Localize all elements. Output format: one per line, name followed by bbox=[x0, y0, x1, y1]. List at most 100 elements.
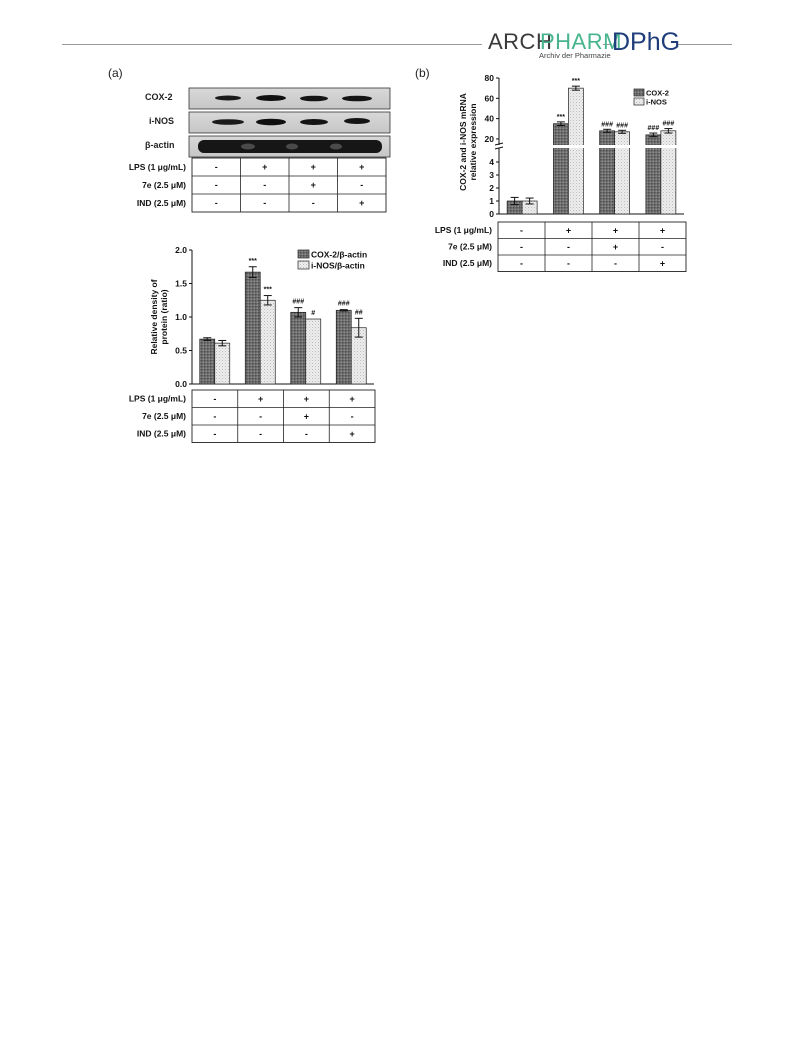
condition-label: IND (2.5 μM) bbox=[443, 258, 492, 268]
bar bbox=[553, 123, 569, 215]
axis-break-gap bbox=[493, 145, 684, 148]
condition-value: + bbox=[660, 258, 665, 268]
blot-strip-cox2 bbox=[188, 87, 391, 110]
bar bbox=[660, 130, 677, 215]
condition-value: - bbox=[661, 242, 664, 252]
blot-band bbox=[342, 95, 372, 102]
condition-value: - bbox=[614, 258, 617, 268]
condition-label: LPS (1 μg/mL) bbox=[129, 162, 186, 172]
blot-band bbox=[300, 119, 328, 125]
legend-label: COX-2 bbox=[646, 89, 669, 98]
blot-label-cox2: COX-2 bbox=[145, 92, 173, 102]
condition-value: - bbox=[213, 429, 216, 439]
blot-label-bactin: β-actin bbox=[145, 140, 175, 150]
blot-band bbox=[241, 143, 255, 150]
condition-value: - bbox=[567, 258, 570, 268]
legend-label: COX-2/β-actin bbox=[311, 250, 367, 260]
significance-marker: # bbox=[311, 310, 315, 317]
significance-marker: *** bbox=[572, 78, 580, 85]
significance-marker: ### bbox=[648, 125, 660, 132]
condition-label: 7e (2.5 μM) bbox=[142, 411, 186, 421]
legend-label: i-NOS bbox=[646, 98, 667, 107]
y-tick-label: 2.0 bbox=[175, 245, 187, 255]
blot-label-inos: i-NOS bbox=[149, 116, 175, 126]
condition-value: - bbox=[520, 225, 523, 235]
journal-logo-subtitle: Archiv der Pharmazie bbox=[539, 51, 611, 60]
y-tick-label: 3 bbox=[489, 170, 494, 180]
y-axis-label: COX-2 and i-NOS mRNArelative expression bbox=[458, 93, 478, 191]
y-tick-label: 2 bbox=[489, 183, 494, 193]
condition-value: - bbox=[263, 180, 266, 190]
condition-value: + bbox=[304, 394, 309, 404]
bar bbox=[305, 318, 322, 385]
society-logo-dphg: DPhG bbox=[612, 28, 681, 56]
condition-label: LPS (1 μg/mL) bbox=[435, 225, 492, 235]
significance-marker: *** bbox=[557, 114, 565, 121]
condition-label: LPS (1 μg/mL) bbox=[129, 394, 186, 404]
legend-swatch bbox=[633, 97, 645, 106]
condition-value: - bbox=[213, 411, 216, 421]
significance-marker: ### bbox=[601, 121, 613, 128]
condition-value: + bbox=[359, 162, 364, 172]
condition-value: + bbox=[613, 242, 618, 252]
condition-value: - bbox=[215, 180, 218, 190]
condition-value: + bbox=[359, 198, 364, 208]
legend-label: i-NOS/β-actin bbox=[311, 261, 365, 271]
condition-value: + bbox=[566, 225, 571, 235]
axis-break-mark bbox=[494, 142, 504, 146]
blot-band bbox=[344, 118, 370, 124]
condition-value: + bbox=[613, 225, 618, 235]
condition-value: + bbox=[311, 162, 316, 172]
blot-band bbox=[212, 119, 244, 125]
condition-label: IND (2.5 μM) bbox=[137, 198, 186, 208]
y-axis-label: Relative density ofprotein (ratio) bbox=[149, 279, 169, 354]
condition-value: - bbox=[215, 198, 218, 208]
blot-band bbox=[330, 143, 342, 150]
condition-label: 7e (2.5 μM) bbox=[448, 242, 492, 252]
blot-band bbox=[300, 95, 328, 102]
y-tick-label: 0.0 bbox=[175, 379, 187, 389]
condition-value: - bbox=[259, 429, 262, 439]
y-tick-label: 4 bbox=[489, 157, 494, 167]
blot-band bbox=[215, 95, 241, 101]
significance-marker: ### bbox=[338, 301, 350, 308]
condition-value: - bbox=[213, 394, 216, 404]
legend-swatch bbox=[633, 88, 645, 97]
condition-value: - bbox=[567, 242, 570, 252]
condition-value: + bbox=[311, 180, 316, 190]
condition-value: + bbox=[258, 394, 263, 404]
y-tick-label: 0.5 bbox=[175, 346, 187, 356]
header-rule-left bbox=[62, 44, 482, 45]
journal-logo-pharm: PHARM bbox=[540, 29, 622, 54]
significance-marker: ### bbox=[292, 299, 304, 306]
condition-value: - bbox=[351, 411, 354, 421]
significance-marker: ### bbox=[663, 121, 675, 128]
y-tick-label: 1 bbox=[489, 196, 494, 206]
condition-value: + bbox=[349, 394, 354, 404]
y-tick-label: 40 bbox=[485, 114, 495, 124]
condition-value: - bbox=[360, 180, 363, 190]
axis-break-mark bbox=[494, 146, 504, 150]
blot-strip-inos bbox=[188, 111, 391, 134]
y-tick-label: 20 bbox=[485, 134, 495, 144]
condition-value: + bbox=[304, 411, 309, 421]
bar bbox=[568, 87, 584, 215]
header-rule-right bbox=[676, 44, 732, 45]
condition-label: 7e (2.5 μM) bbox=[142, 180, 186, 190]
blot-band bbox=[286, 143, 298, 150]
y-tick-label: 1.5 bbox=[175, 279, 187, 289]
y-tick-label: 0 bbox=[489, 209, 494, 219]
condition-value: + bbox=[349, 429, 354, 439]
y-tick-label: 1.0 bbox=[175, 312, 187, 322]
blot-band bbox=[256, 95, 286, 101]
condition-label: IND (2.5 μM) bbox=[137, 429, 186, 439]
condition-value: - bbox=[305, 429, 308, 439]
blot-band bbox=[256, 118, 286, 126]
y-tick-label: 80 bbox=[485, 73, 495, 83]
condition-value: + bbox=[660, 225, 665, 235]
